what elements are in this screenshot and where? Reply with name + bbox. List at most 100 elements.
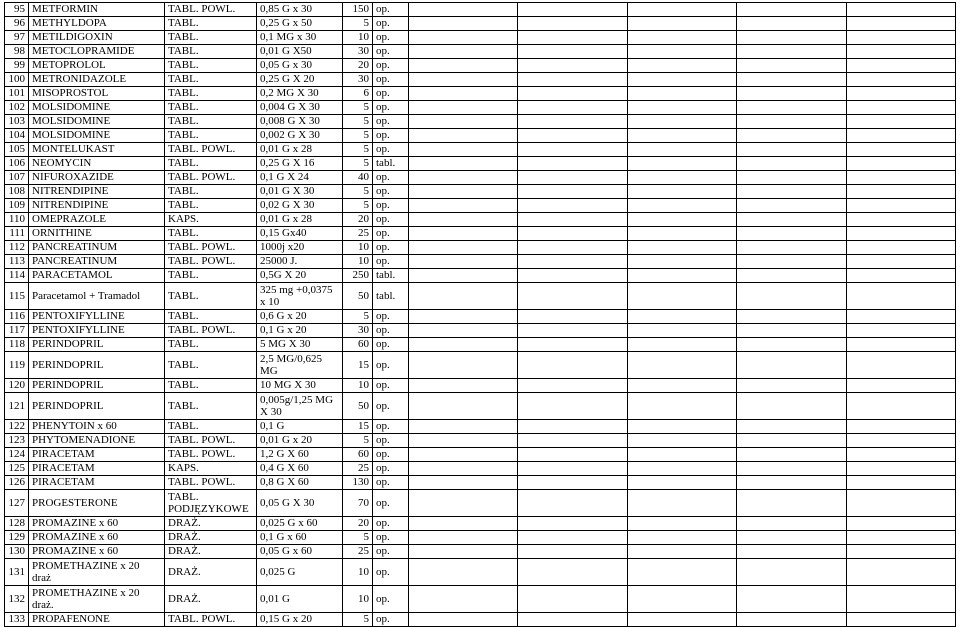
blank-cell xyxy=(627,269,736,283)
blank-cell xyxy=(627,283,736,310)
blank-cell xyxy=(518,283,627,310)
table-row: 132PROMETHAZINE x 20 draż.DRAŻ.0,01 G10o… xyxy=(5,586,956,613)
blank-cell xyxy=(409,171,518,185)
blank-cell xyxy=(518,559,627,586)
row-number: 123 xyxy=(5,434,29,448)
row-number: 114 xyxy=(5,269,29,283)
quantity: 10 xyxy=(343,559,373,586)
drug-dose: 0,1 G x 20 xyxy=(257,324,343,338)
blank-cell xyxy=(737,3,846,17)
drug-name: PERINDOPRIL xyxy=(29,379,165,393)
drug-name: PARACETAMOL xyxy=(29,269,165,283)
blank-cell xyxy=(627,476,736,490)
blank-cell xyxy=(518,324,627,338)
drug-form: TABL. xyxy=(165,17,257,31)
quantity: 30 xyxy=(343,73,373,87)
table-row: 103MOLSIDOMINETABL.0,008 G X 305op. xyxy=(5,115,956,129)
drug-name: Paracetamol + Tramadol xyxy=(29,283,165,310)
unit: op. xyxy=(373,73,409,87)
drug-dose: 0,6 G x 20 xyxy=(257,310,343,324)
blank-cell xyxy=(846,269,955,283)
drug-dose: 2,5 MG/0,625 MG xyxy=(257,352,343,379)
quantity: 25 xyxy=(343,227,373,241)
table-row: 115Paracetamol + TramadolTABL.325 mg +0,… xyxy=(5,283,956,310)
blank-cell xyxy=(409,129,518,143)
unit: op. xyxy=(373,185,409,199)
drug-form: TABL. xyxy=(165,129,257,143)
table-row: 101MISOPROSTOLTABL.0,2 MG X 306op. xyxy=(5,87,956,101)
blank-cell xyxy=(518,45,627,59)
quantity: 6 xyxy=(343,87,373,101)
table-row: 124PIRACETAMTABL. POWL.1,2 G X 6060op. xyxy=(5,448,956,462)
drug-form: TABL. xyxy=(165,31,257,45)
table-row: 100METRONIDAZOLETABL.0,25 G X 2030op. xyxy=(5,73,956,87)
blank-cell xyxy=(846,338,955,352)
drug-dose: 0,02 G X 30 xyxy=(257,199,343,213)
blank-cell xyxy=(627,324,736,338)
drug-name: PENTOXIFYLLINE xyxy=(29,324,165,338)
blank-cell xyxy=(518,531,627,545)
drug-dose: 0,85 G x 30 xyxy=(257,3,343,17)
blank-cell xyxy=(409,324,518,338)
unit: op. xyxy=(373,199,409,213)
blank-cell xyxy=(518,338,627,352)
drug-dose: 1,2 G X 60 xyxy=(257,448,343,462)
blank-cell xyxy=(518,213,627,227)
drug-name: PROPAFENONE xyxy=(29,613,165,627)
blank-cell xyxy=(846,157,955,171)
blank-cell xyxy=(409,59,518,73)
drug-name: NEOMYCIN xyxy=(29,157,165,171)
row-number: 127 xyxy=(5,490,29,517)
blank-cell xyxy=(409,241,518,255)
row-number: 116 xyxy=(5,310,29,324)
drug-dose: 0,1 G x 60 xyxy=(257,531,343,545)
blank-cell xyxy=(737,462,846,476)
blank-cell xyxy=(627,586,736,613)
table-row: 109NITRENDIPINETABL.0,02 G X 305op. xyxy=(5,199,956,213)
blank-cell xyxy=(409,310,518,324)
blank-cell xyxy=(518,448,627,462)
drug-form: TABL. POWL. xyxy=(165,3,257,17)
table-row: 128PROMAZINE x 60DRAŻ.0,025 G x 6020op. xyxy=(5,517,956,531)
quantity: 10 xyxy=(343,31,373,45)
drug-name: PROGESTERONE xyxy=(29,490,165,517)
drug-dose: 0,005g/1,25 MG X 30 xyxy=(257,393,343,420)
drug-dose: 1000j x20 xyxy=(257,241,343,255)
drug-form: TABL. xyxy=(165,420,257,434)
drug-name: PANCREATINUM xyxy=(29,241,165,255)
drug-form: TABL. xyxy=(165,157,257,171)
blank-cell xyxy=(518,185,627,199)
quantity: 20 xyxy=(343,59,373,73)
blank-cell xyxy=(518,613,627,627)
blank-cell xyxy=(846,324,955,338)
row-number: 131 xyxy=(5,559,29,586)
unit: op. xyxy=(373,586,409,613)
quantity: 60 xyxy=(343,338,373,352)
blank-cell xyxy=(409,17,518,31)
drug-table: 95METFORMINTABL. POWL.0,85 G x 30150op.9… xyxy=(4,2,956,627)
unit: op. xyxy=(373,227,409,241)
row-number: 121 xyxy=(5,393,29,420)
drug-dose: 0,004 G X 30 xyxy=(257,101,343,115)
blank-cell xyxy=(518,227,627,241)
drug-name: METOCLOPRAMIDE xyxy=(29,45,165,59)
drug-dose: 0,01 G x 28 xyxy=(257,213,343,227)
unit: op. xyxy=(373,545,409,559)
blank-cell xyxy=(518,3,627,17)
quantity: 10 xyxy=(343,255,373,269)
blank-cell xyxy=(627,115,736,129)
drug-dose: 325 mg +0,0375 x 10 xyxy=(257,283,343,310)
blank-cell xyxy=(409,157,518,171)
drug-form: DRAŻ. xyxy=(165,559,257,586)
blank-cell xyxy=(627,101,736,115)
blank-cell xyxy=(518,171,627,185)
table-row: 130PROMAZINE x 60DRAŻ.0,05 G x 6025op. xyxy=(5,545,956,559)
blank-cell xyxy=(846,31,955,45)
blank-cell xyxy=(518,115,627,129)
blank-cell xyxy=(627,199,736,213)
row-number: 95 xyxy=(5,3,29,17)
blank-cell xyxy=(627,59,736,73)
blank-cell xyxy=(737,17,846,31)
table-row: 133PROPAFENONETABL. POWL.0,15 G x 205op. xyxy=(5,613,956,627)
drug-dose: 0,025 G xyxy=(257,559,343,586)
